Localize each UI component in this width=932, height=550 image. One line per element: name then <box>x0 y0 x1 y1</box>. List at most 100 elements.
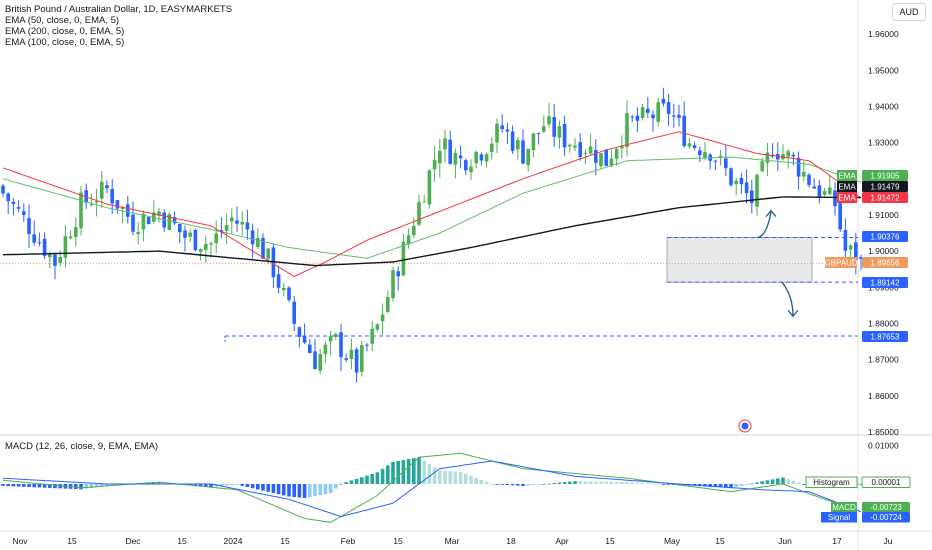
macd-histogram-bar <box>568 481 572 484</box>
candle-body <box>406 235 411 245</box>
price-tick-label: 1.96000 <box>868 29 899 39</box>
macd-histogram-bar <box>334 484 338 489</box>
macd-histogram-bar <box>713 484 718 488</box>
candle-body <box>651 114 655 119</box>
candle-body <box>838 203 842 230</box>
candle-body <box>635 115 640 121</box>
price-tick-label: 1.91000 <box>868 210 899 220</box>
time-tick-label: Dec <box>125 536 141 546</box>
candle-body <box>828 187 832 195</box>
ema200-legend[interactable]: EMA (200, close, 0, EMA, 5) <box>5 26 125 37</box>
candle-body <box>427 170 432 205</box>
breakdown-arrow <box>781 281 794 317</box>
candle-body <box>302 336 307 343</box>
macd-histogram-bar <box>412 458 416 484</box>
candle-body <box>235 220 239 224</box>
time-tick-label: Nov <box>12 536 28 546</box>
macd-label-name: Signal <box>828 513 850 522</box>
macd-histogram-bar <box>765 480 770 484</box>
macd-histogram-bar <box>380 468 385 484</box>
candle-body <box>620 145 624 149</box>
candle-body <box>396 271 400 277</box>
candle-body <box>812 186 816 189</box>
breakdown-arrowhead <box>787 309 799 318</box>
macd-histogram-bar <box>630 482 634 484</box>
ema50-legend[interactable]: EMA (50, close, 0, EMA, 5) <box>5 15 120 26</box>
macd-histogram-bar <box>531 484 536 485</box>
candle-body <box>245 222 250 230</box>
candle-body <box>516 140 520 150</box>
macd-histogram-bar <box>521 484 525 486</box>
macd-label-badge <box>862 512 910 523</box>
candle-body <box>287 287 291 300</box>
candle-body <box>609 158 614 166</box>
candle-body <box>146 217 151 225</box>
candle-body <box>391 270 395 299</box>
candle-body <box>843 230 848 251</box>
candle-body <box>115 200 120 209</box>
candle-body <box>438 151 442 164</box>
candle-body <box>458 155 463 159</box>
macd-histogram-bar <box>79 484 83 490</box>
candle-body <box>640 107 645 118</box>
candle-body <box>412 225 416 236</box>
candle-body <box>604 149 608 166</box>
macd-histogram-bar <box>365 475 369 484</box>
candle-body <box>417 201 421 225</box>
price-label-tag <box>837 192 857 203</box>
macd-histogram-bar <box>651 483 655 485</box>
candle-body <box>131 214 135 232</box>
macd-histogram-bar <box>542 484 546 485</box>
macd-histogram-bar <box>328 484 333 494</box>
candle-body <box>63 236 68 258</box>
candle-body <box>74 227 78 238</box>
price-tick-label: 1.93000 <box>868 138 899 148</box>
macd-legend[interactable]: MACD (12, 26, close, 9, EMA, EMA) <box>5 441 159 452</box>
macd-histogram-bar <box>760 481 764 484</box>
time-tick-label: 15 <box>67 536 77 546</box>
candle-body <box>126 204 130 217</box>
candle-body <box>469 166 473 173</box>
time-tick-label: May <box>664 536 681 546</box>
candle-body <box>734 180 738 185</box>
macd-histogram-bar <box>266 484 270 492</box>
macd-histogram-bar <box>53 484 57 489</box>
candle-body <box>209 243 213 245</box>
candle-body <box>58 257 62 263</box>
ema100-legend[interactable]: EMA (100, close, 0, EMA, 5) <box>5 37 125 48</box>
candle-body <box>588 146 593 154</box>
currency-button[interactable]: AUD <box>892 3 926 21</box>
macd-histogram-bar <box>48 484 52 488</box>
macd-histogram-bar <box>609 481 614 484</box>
macd-histogram-bar <box>734 484 738 487</box>
breakout-up-arrowhead <box>765 209 777 218</box>
candle-body <box>48 253 52 258</box>
candle-body <box>136 232 140 235</box>
macd-histogram-bar <box>245 484 250 488</box>
macd-histogram-bar <box>557 482 562 484</box>
candle-body <box>848 245 853 250</box>
macd-histogram-bar <box>386 465 390 484</box>
candle-body <box>89 204 94 206</box>
candle-body <box>614 148 619 159</box>
candle-body <box>552 117 556 137</box>
candle-body <box>479 154 484 161</box>
candle-body <box>349 349 354 360</box>
candle-body <box>32 234 36 243</box>
macd-histogram-bar <box>204 484 208 487</box>
macd-label-badge <box>861 476 911 488</box>
candle-body <box>687 143 692 147</box>
candle-body <box>692 145 697 148</box>
macd-histogram-bar <box>32 484 36 488</box>
macd-histogram-bar <box>224 484 229 486</box>
macd-histogram-bar <box>859 483 863 485</box>
ema100-line <box>2 156 862 259</box>
candle-body <box>224 224 229 231</box>
macd-histogram-bar <box>287 484 291 497</box>
macd-histogram-bar <box>219 484 224 487</box>
price-label-badge <box>862 170 908 181</box>
macd-histogram-bar <box>256 484 260 490</box>
macd-histogram-bar <box>1 484 5 486</box>
candle-body <box>854 242 858 261</box>
